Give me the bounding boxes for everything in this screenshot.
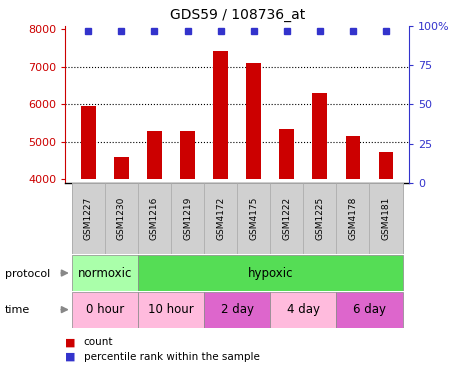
Bar [379,152,393,179]
Text: GSM1219: GSM1219 [183,197,192,240]
Text: GSM4172: GSM4172 [216,197,225,240]
Text: GSM1222: GSM1222 [282,197,291,240]
Bar [114,157,129,179]
Bar [345,136,360,179]
Bar [105,183,138,254]
Bar [180,131,195,179]
Bar [72,183,105,254]
Bar [246,63,261,179]
Bar [270,183,303,254]
Bar [213,51,228,179]
Bar [303,183,336,254]
Text: 2 day: 2 day [221,303,253,316]
Bar [72,255,138,291]
Bar [270,292,336,328]
Text: ■: ■ [65,337,76,347]
Bar [81,106,96,179]
Bar [138,183,171,254]
Text: GSM1227: GSM1227 [84,197,93,240]
Text: percentile rank within the sample: percentile rank within the sample [84,352,259,362]
Text: time: time [5,305,30,315]
Bar [312,93,327,179]
Text: count: count [84,337,113,347]
Bar [204,292,270,328]
Bar [171,183,204,254]
Text: GSM4175: GSM4175 [249,197,258,240]
Bar [336,183,370,254]
Text: GSM4178: GSM4178 [348,197,358,240]
Bar [237,183,270,254]
Bar [138,255,403,291]
Text: GSM1216: GSM1216 [150,197,159,240]
Text: 4 day: 4 day [287,303,320,316]
Text: normoxic: normoxic [78,266,132,280]
Text: GSM1225: GSM1225 [315,197,325,240]
Title: GDS59 / 108736_at: GDS59 / 108736_at [170,8,305,22]
Bar [279,129,294,179]
Text: GSM1230: GSM1230 [117,197,126,240]
Bar [336,292,403,328]
Text: 0 hour: 0 hour [86,303,124,316]
Bar [147,131,162,179]
Bar [204,183,237,254]
Text: ■: ■ [65,352,76,362]
Text: hypoxic: hypoxic [247,266,293,280]
Text: protocol: protocol [5,269,50,279]
Bar [72,292,138,328]
Bar [370,183,403,254]
Text: GSM4181: GSM4181 [382,197,391,240]
Text: 10 hour: 10 hour [148,303,194,316]
Text: 6 day: 6 day [353,303,386,316]
Bar [138,292,204,328]
